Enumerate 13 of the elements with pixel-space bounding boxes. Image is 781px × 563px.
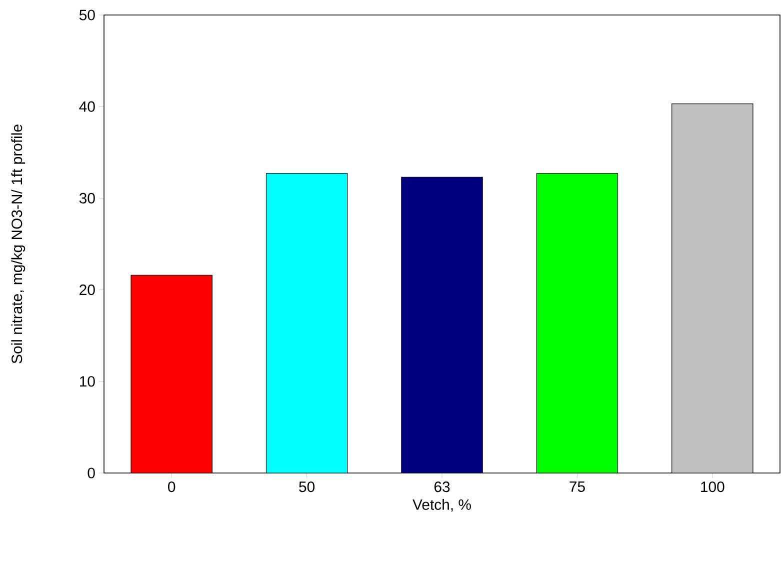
y-axis-title: Soil nitrate, mg/kg NO3-N/ 1ft profile [11,124,26,364]
y-tick-label: 50 [79,10,95,20]
x-tick-label: 50 [299,482,315,492]
y-tick-label: 30 [79,192,95,204]
y-tick-label: 40 [79,101,95,112]
x-tick-label: 75 [570,482,585,492]
y-tick-label: 0 [88,468,95,478]
x-tick-label: 0 [168,482,176,492]
x-tick-label: 63 [434,482,450,492]
x-axis-title: Vetch, % [412,498,471,512]
x-tick-label: 100 [701,482,724,492]
y-tick-label: 10 [80,376,95,387]
y-tick-label: 20 [80,284,95,296]
